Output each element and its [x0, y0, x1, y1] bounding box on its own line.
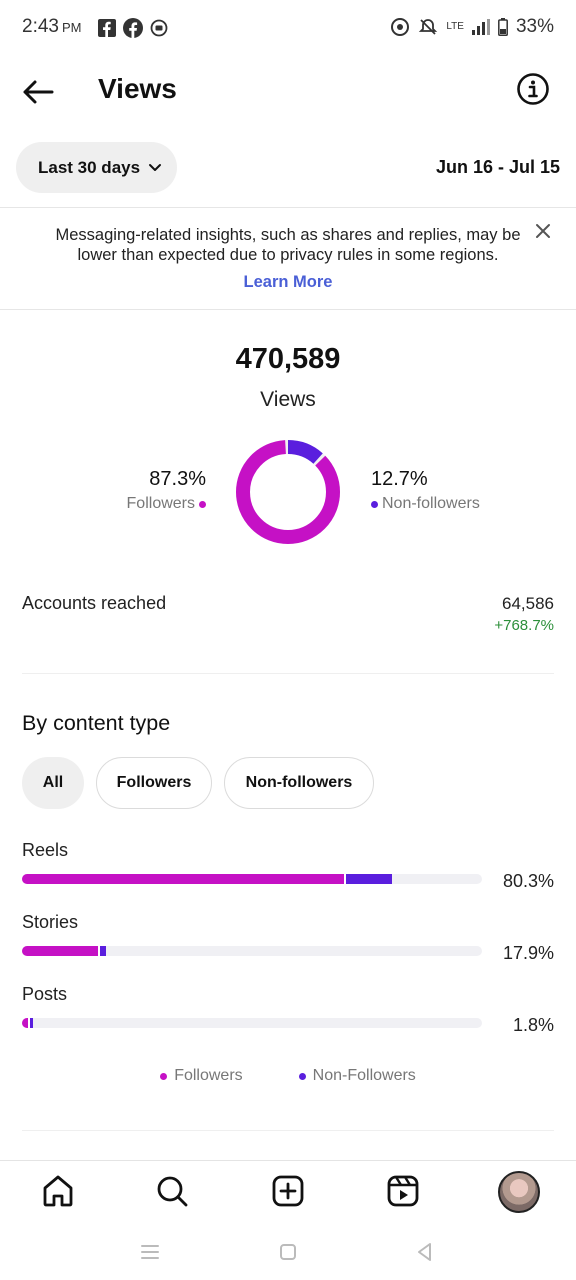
followers-dot: [199, 500, 206, 508]
content-row-reels: Reels 80.3%: [22, 840, 554, 891]
learn-more-link[interactable]: Learn More: [243, 273, 333, 291]
battery-percent: 33%: [515, 16, 554, 37]
search-icon[interactable]: [154, 1173, 190, 1209]
bar-followers-segment: [22, 874, 344, 884]
network-label: LTE: [446, 21, 464, 32]
date-range-dropdown[interactable]: Last 30 days: [16, 142, 177, 193]
nonfollowers-percent: 12.7%: [371, 468, 428, 490]
legend-nonfollowers-dot: [298, 1072, 306, 1080]
bar-gap: [27, 1018, 30, 1028]
nonfollowers-split: 12.7% Non-followers: [371, 468, 480, 513]
date-range-label: Last 30 days: [38, 157, 141, 177]
content-row-posts: Posts 1.8%: [22, 984, 554, 1035]
reels-icon[interactable]: [385, 1173, 421, 1209]
content-bar: [22, 1018, 482, 1028]
home-icon[interactable]: [40, 1173, 76, 1209]
nonfollowers-dot: [371, 500, 378, 508]
divider: [22, 1130, 554, 1131]
facebook-app-icon: [98, 19, 116, 37]
content-legend: Followers Non-Followers: [0, 1067, 576, 1085]
close-icon[interactable]: [534, 222, 552, 240]
notification-icons: [98, 17, 168, 39]
content-row-stories: Stories 17.9%: [22, 912, 554, 963]
accounts-reached-label: Accounts reached: [22, 593, 167, 613]
bar-gap: [344, 874, 346, 884]
legend-followers-dot: [160, 1072, 168, 1080]
views-donut-chart: [236, 440, 340, 544]
bar-followers-segment: [22, 1018, 28, 1028]
content-filter-chips: All Followers Non-followers: [22, 757, 374, 809]
status-time: 2:43 PM: [22, 16, 82, 37]
facebook-icon: [123, 18, 143, 38]
header: Views: [0, 56, 576, 126]
legend-followers: Followers: [160, 1067, 243, 1085]
content-row-percent: 1.8%: [512, 1015, 554, 1035]
section-title: By content type: [22, 711, 171, 735]
bar-nonfollowers-segment: [346, 874, 392, 884]
legend-nonfollowers: Non-Followers: [298, 1067, 416, 1085]
filter-followers[interactable]: Followers: [96, 757, 212, 809]
total-views-label: Views: [260, 388, 316, 411]
filter-all[interactable]: All: [22, 757, 84, 809]
back-button-icon[interactable]: [413, 1240, 437, 1264]
filter-nonfollowers[interactable]: Non-followers: [224, 757, 374, 809]
date-range-text: Jun 16 - Jul 15: [435, 157, 560, 177]
total-views-value: 470,589: [235, 343, 341, 375]
recents-icon[interactable]: [138, 1240, 162, 1264]
mute-icon: [419, 19, 438, 35]
bar-nonfollowers-segment: [99, 946, 107, 956]
accounts-reached-change: +768.7%: [494, 617, 554, 634]
status-bar: 2:43 PM LTE 33%: [0, 0, 576, 56]
home-button-icon[interactable]: [276, 1240, 300, 1264]
content-row-label: Reels: [22, 840, 69, 860]
bar-followers-segment: [22, 946, 98, 956]
followers-split: 87.3% Followers: [127, 468, 206, 513]
donut-followers-segment: [236, 440, 340, 544]
back-arrow-icon[interactable]: [20, 74, 56, 110]
create-icon[interactable]: [270, 1173, 306, 1209]
page-title: Views: [98, 73, 177, 104]
bar-gap: [97, 946, 100, 956]
content-row-percent: 80.3%: [502, 871, 554, 891]
system-nav-bar: [0, 1224, 576, 1280]
donut-nonfollowers-segment: [236, 440, 340, 544]
hotspot-icon: [391, 18, 410, 36]
bar-nonfollowers-segment: [29, 1018, 33, 1028]
bottom-nav: [0, 1160, 576, 1224]
chevron-down-icon: [149, 163, 162, 171]
content-row-label: Posts: [22, 984, 68, 1004]
status-right: LTE 33%: [390, 16, 554, 38]
privacy-notice: Messaging-related insights, such as shar…: [0, 207, 576, 310]
followers-label: Followers: [126, 495, 195, 512]
divider: [22, 673, 554, 674]
profile-avatar[interactable]: [498, 1171, 540, 1213]
content-row-label: Stories: [22, 912, 79, 932]
followers-percent: 87.3%: [149, 468, 206, 490]
content-bar: [22, 946, 482, 956]
nonfollowers-label: Non-followers: [382, 495, 480, 512]
content-row-percent: 17.9%: [502, 943, 554, 963]
signal-icon: [471, 19, 490, 35]
record-icon: [150, 19, 168, 37]
info-icon[interactable]: [516, 72, 550, 106]
content-bar: [22, 874, 482, 884]
notice-text: Messaging-related insights, such as shar…: [55, 226, 521, 264]
battery-icon: [498, 18, 508, 36]
accounts-reached-value: 64,586: [502, 594, 554, 613]
